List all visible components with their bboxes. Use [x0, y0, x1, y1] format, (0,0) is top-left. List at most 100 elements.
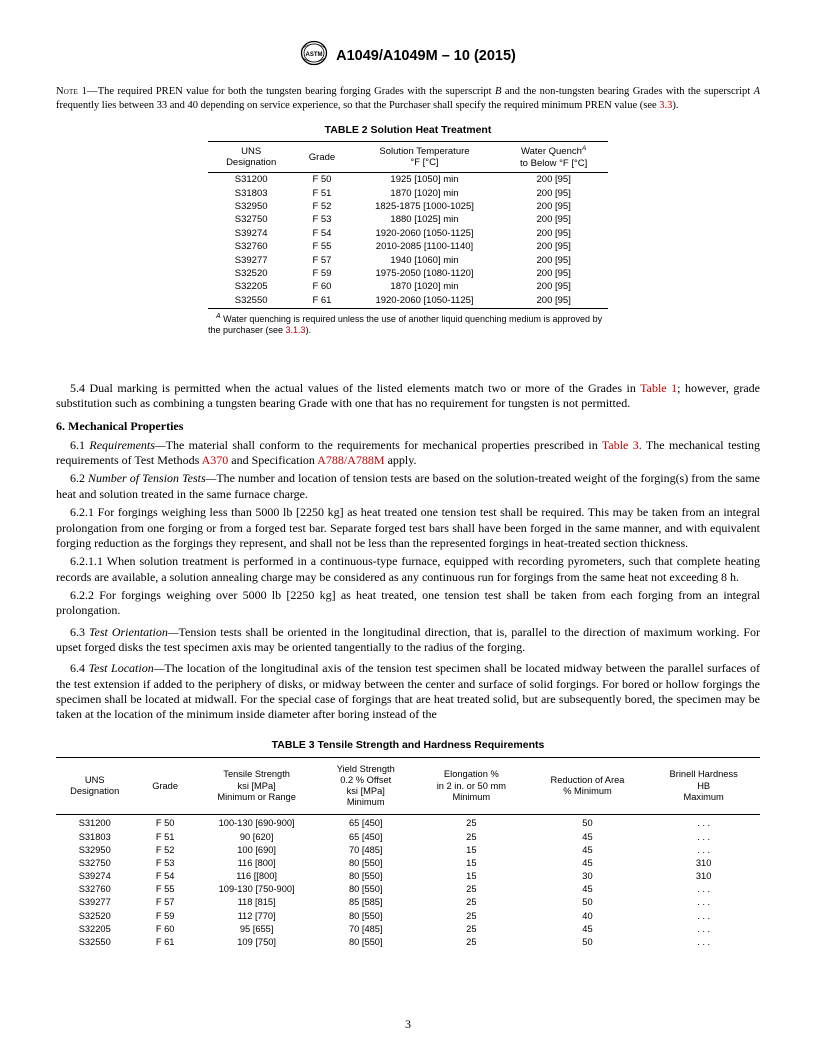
- table-cell: S32950: [56, 844, 133, 857]
- table-cell: 30: [528, 870, 648, 883]
- table-row: S32205F 6095 [655]70 [485]2545. . .: [56, 923, 760, 936]
- table-cell: 1870 [1020] min: [350, 280, 500, 293]
- t3-head-elong: Elongation % in 2 in. or 50 mm Minimum: [415, 757, 528, 815]
- table-cell: . . .: [647, 936, 760, 949]
- table-cell: 116 [[800]: [197, 870, 317, 883]
- table-cell: F 52: [294, 200, 349, 213]
- table-cell: S39277: [208, 254, 294, 267]
- para-5-4: 5.4 Dual marking is permitted when the a…: [56, 381, 760, 412]
- table-cell: . . .: [647, 883, 760, 896]
- table-cell: . . .: [647, 923, 760, 936]
- table-cell: S31803: [56, 831, 133, 844]
- ref-3-1-3: 3.1.3: [286, 325, 306, 335]
- table-row: S32750F 53116 [800]80 [550]1545310: [56, 857, 760, 870]
- table-cell: 100-130 [690-900]: [197, 815, 317, 831]
- table-cell: 1825-1875 [1000-1025]: [350, 200, 500, 213]
- table-cell: 65 [450]: [316, 815, 415, 831]
- table-cell: F 54: [133, 870, 196, 883]
- table-row: S32950F 52100 [690]70 [485]1545. . .: [56, 844, 760, 857]
- t2-head-quench: Water QuenchA to Below °F [°C]: [499, 142, 608, 173]
- table-row: S39277F 571940 [1060] min200 [95]: [208, 254, 608, 267]
- table-cell: S32760: [208, 240, 294, 253]
- table-cell: F 54: [294, 227, 349, 240]
- note-1: Note 1—The required PREN value for both …: [56, 85, 760, 112]
- table-cell: 1940 [1060] min: [350, 254, 500, 267]
- table-cell: F 57: [294, 254, 349, 267]
- table-cell: 112 [770]: [197, 910, 317, 923]
- ref-a370: A370: [202, 453, 229, 467]
- table-cell: 90 [620]: [197, 831, 317, 844]
- table-cell: 25: [415, 831, 528, 844]
- table-cell: 200 [95]: [499, 187, 608, 200]
- page: ASTM A1049/A1049M – 10 (2015) Note 1—The…: [0, 0, 816, 1056]
- para-6-1: 6.1 Requirements—The material shall conf…: [56, 438, 760, 469]
- table-row: S32550F 611920-2060 [1050-1125]200 [95]: [208, 294, 608, 309]
- table-cell: 80 [550]: [316, 936, 415, 949]
- table-cell: 100 [690]: [197, 844, 317, 857]
- table-cell: F 60: [133, 923, 196, 936]
- table-row: S31200F 50100-130 [690-900]65 [450]2550.…: [56, 815, 760, 831]
- t3-head-uns: UNS Designation: [56, 757, 133, 815]
- table-cell: S32550: [56, 936, 133, 949]
- table-row: S32205F 601870 [1020] min200 [95]: [208, 280, 608, 293]
- table-cell: F 55: [133, 883, 196, 896]
- table-cell: 25: [415, 923, 528, 936]
- table-cell: 1920-2060 [1050-1125]: [350, 294, 500, 309]
- table-cell: 50: [528, 896, 648, 909]
- table-cell: F 51: [294, 187, 349, 200]
- table-cell: 15: [415, 844, 528, 857]
- table-cell: 70 [485]: [316, 844, 415, 857]
- table-cell: S32205: [56, 923, 133, 936]
- table-row: S32950F 521825-1875 [1000-1025]200 [95]: [208, 200, 608, 213]
- table-cell: 200 [95]: [499, 227, 608, 240]
- table-cell: 1880 [1025] min: [350, 213, 500, 226]
- t3-head-brin: Brinell Hardness HB Maximum: [647, 757, 760, 815]
- svg-text:ASTM: ASTM: [306, 52, 323, 58]
- table-cell: 50: [528, 936, 648, 949]
- table-cell: 1920-2060 [1050-1125]: [350, 227, 500, 240]
- table-cell: 200 [95]: [499, 280, 608, 293]
- table-cell: 116 [800]: [197, 857, 317, 870]
- table-cell: F 59: [294, 267, 349, 280]
- table-cell: 45: [528, 883, 648, 896]
- table-cell: F 50: [133, 815, 196, 831]
- section-6-head: 6. Mechanical Properties: [56, 419, 760, 434]
- table-row: S39277F 57118 [815]85 [585]2550. . .: [56, 896, 760, 909]
- table-row: S32760F 55109-130 [750-900]80 [550]2545.…: [56, 883, 760, 896]
- para-6-2-2: 6.2.2 For forgings weighing over 5000 lb…: [56, 588, 760, 619]
- table-cell: 1870 [1020] min: [350, 187, 500, 200]
- table-cell: S31200: [56, 815, 133, 831]
- table-row: S31803F 5190 [620]65 [450]2545. . .: [56, 831, 760, 844]
- table-row: S32760F 552010-2085 [1100-1140]200 [95]: [208, 240, 608, 253]
- table-row: S32550F 61109 [750]80 [550]2550. . .: [56, 936, 760, 949]
- table-cell: S32205: [208, 280, 294, 293]
- table-cell: F 60: [294, 280, 349, 293]
- table-2-title: TABLE 2 Solution Heat Treatment: [208, 124, 608, 136]
- t2-head-uns: UNS Designation: [208, 142, 294, 173]
- table-cell: . . .: [647, 831, 760, 844]
- table-cell: F 55: [294, 240, 349, 253]
- table-row: S39274F 541920-2060 [1050-1125]200 [95]: [208, 227, 608, 240]
- table-cell: 310: [647, 870, 760, 883]
- t2-head-grade: Grade: [294, 142, 349, 173]
- table-cell: S39274: [208, 227, 294, 240]
- table-cell: 25: [415, 896, 528, 909]
- note-label: Note 1—: [56, 86, 98, 97]
- table-cell: . . .: [647, 896, 760, 909]
- table-cell: S39277: [56, 896, 133, 909]
- table-cell: 80 [550]: [316, 883, 415, 896]
- table-cell: 95 [655]: [197, 923, 317, 936]
- table-cell: 50: [528, 815, 648, 831]
- table-cell: 80 [550]: [316, 870, 415, 883]
- table-cell: 109-130 [750-900]: [197, 883, 317, 896]
- para-6-3: 6.3 Test Orientation—Tension tests shall…: [56, 625, 760, 656]
- table-cell: 200 [95]: [499, 173, 608, 187]
- table-cell: 45: [528, 831, 648, 844]
- para-6-4: 6.4 Test Location—The location of the lo…: [56, 661, 760, 722]
- table-cell: 40: [528, 910, 648, 923]
- ref-table-3: Table 3: [602, 438, 639, 452]
- body-text: 5.4 Dual marking is permitted when the a…: [56, 381, 760, 723]
- table-cell: S32750: [208, 213, 294, 226]
- table-cell: F 59: [133, 910, 196, 923]
- table-cell: 200 [95]: [499, 254, 608, 267]
